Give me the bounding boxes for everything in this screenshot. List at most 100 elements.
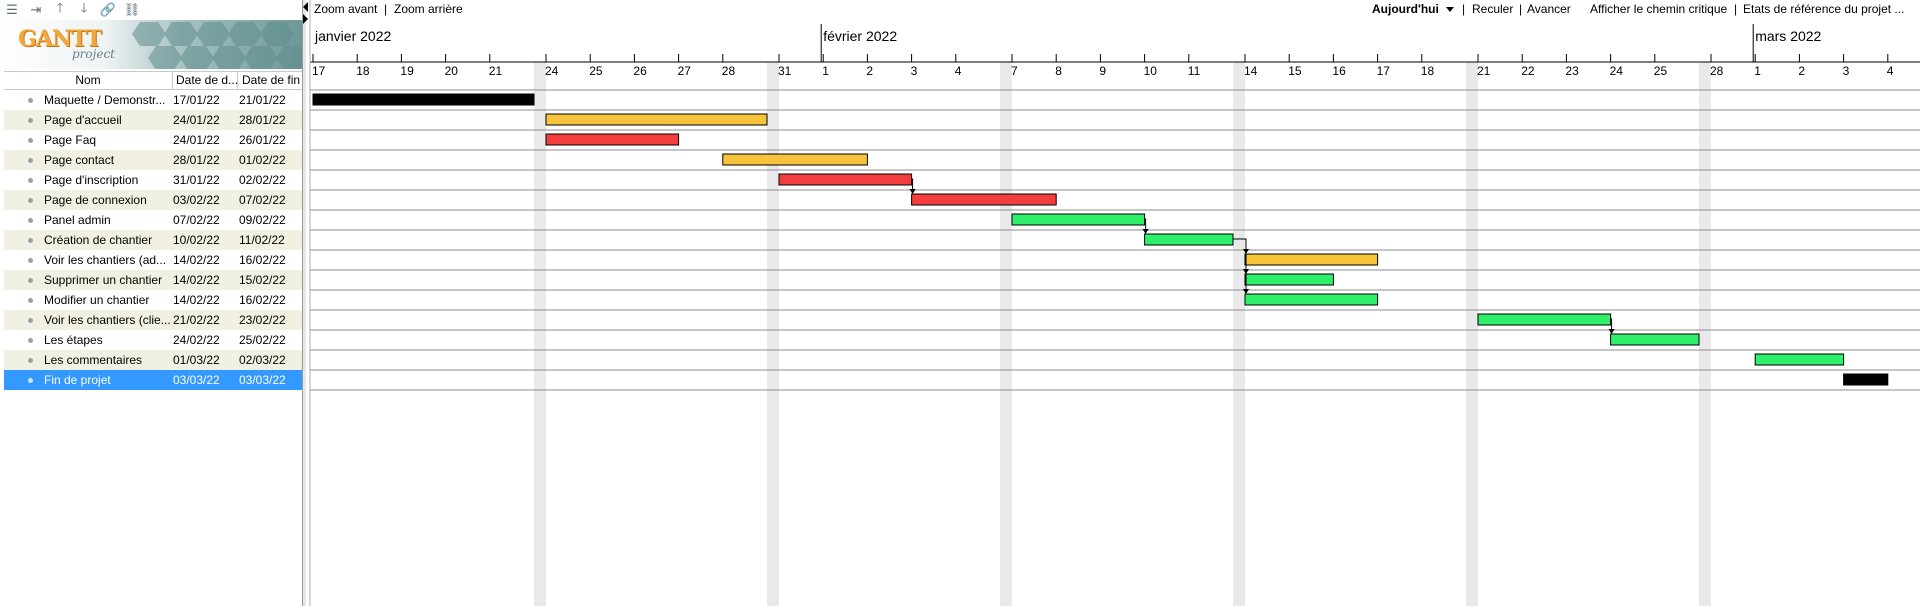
task-row[interactable]: Modifier un chantier 14/02/22 16/02/22 bbox=[4, 290, 302, 310]
task-end-date: 02/02/22 bbox=[239, 173, 286, 187]
task-bar[interactable] bbox=[911, 193, 1057, 206]
day-label: 22 bbox=[1521, 64, 1535, 78]
task-row[interactable]: Page d'inscription 31/01/22 02/02/22 bbox=[4, 170, 302, 190]
day-label: 3 bbox=[1843, 64, 1850, 78]
task-start-date: 14/02/22 bbox=[173, 253, 220, 267]
task-end-date: 09/02/22 bbox=[239, 213, 286, 227]
indent-icon[interactable]: ⇥ bbox=[30, 2, 42, 18]
today-button[interactable]: Aujourd'hui bbox=[1372, 2, 1439, 16]
month-label: janvier 2022 bbox=[314, 28, 391, 44]
task-end-date: 23/02/22 bbox=[239, 313, 286, 327]
task-bar[interactable] bbox=[545, 133, 680, 146]
task-bullet-icon bbox=[28, 257, 33, 263]
day-label: 4 bbox=[955, 64, 962, 78]
weekend-stripe bbox=[1699, 62, 1711, 606]
task-bullet-icon bbox=[28, 117, 33, 123]
ganttproject-logo: GANTT project bbox=[0, 20, 302, 69]
day-label: 28 bbox=[722, 64, 736, 78]
task-end-date: 26/01/22 bbox=[239, 133, 286, 147]
dependency-line bbox=[911, 178, 914, 192]
column-header-start[interactable]: Date de d... bbox=[173, 72, 238, 89]
task-bar[interactable] bbox=[1244, 253, 1379, 266]
weekend-stripe bbox=[534, 62, 546, 606]
task-end-date: 25/02/22 bbox=[239, 333, 286, 347]
task-start-date: 24/02/22 bbox=[173, 333, 220, 347]
task-start-date: 10/02/22 bbox=[173, 233, 220, 247]
toolbar-separator: | bbox=[384, 2, 388, 16]
day-label: 25 bbox=[589, 64, 603, 78]
task-start-date: 03/02/22 bbox=[173, 193, 220, 207]
task-bullet-icon bbox=[28, 277, 33, 283]
task-bar[interactable] bbox=[1477, 313, 1612, 326]
day-label: 23 bbox=[1565, 64, 1579, 78]
task-row[interactable]: Maquette / Demonstr... 17/01/22 21/01/22 bbox=[4, 90, 302, 110]
task-start-date: 14/02/22 bbox=[173, 293, 220, 307]
task-row[interactable]: Panel admin 07/02/22 09/02/22 bbox=[4, 210, 302, 230]
task-bar[interactable] bbox=[1843, 373, 1889, 386]
task-row[interactable]: Page Faq 24/01/22 26/01/22 bbox=[4, 130, 302, 150]
day-label: 10 bbox=[1144, 64, 1158, 78]
task-bar[interactable] bbox=[545, 113, 768, 126]
weekend-stripe bbox=[1000, 62, 1012, 606]
day-label: 18 bbox=[356, 64, 370, 78]
task-row[interactable]: Page contact 28/01/22 01/02/22 bbox=[4, 150, 302, 170]
expand-right-icon[interactable] bbox=[303, 14, 308, 24]
weekend-stripe bbox=[767, 62, 779, 606]
task-bar[interactable] bbox=[722, 153, 868, 166]
task-bullet-icon bbox=[28, 357, 33, 363]
column-header-name[interactable]: Nom bbox=[4, 72, 173, 89]
task-row[interactable]: Supprimer un chantier 14/02/22 15/02/22 bbox=[4, 270, 302, 290]
column-header-end[interactable]: Date de fin bbox=[242, 73, 301, 87]
link-icon[interactable]: 🔗 bbox=[99, 2, 117, 18]
task-bullet-icon bbox=[28, 317, 33, 323]
today-dropdown-icon[interactable] bbox=[1446, 7, 1454, 12]
task-bar[interactable] bbox=[778, 173, 913, 186]
move-up-icon[interactable]: 🡑 bbox=[56, 1, 64, 16]
day-label: 17 bbox=[312, 64, 326, 78]
task-row[interactable]: Les commentaires 01/03/22 02/03/22 bbox=[4, 350, 302, 370]
task-bar[interactable] bbox=[1610, 333, 1700, 346]
day-label: 2 bbox=[866, 64, 873, 78]
day-label: 24 bbox=[545, 64, 559, 78]
day-label: 1 bbox=[822, 64, 829, 78]
task-end-date: 21/01/22 bbox=[239, 93, 286, 107]
collapse-left-icon[interactable] bbox=[303, 2, 308, 12]
panel-splitter[interactable] bbox=[303, 0, 306, 606]
task-bullet-icon bbox=[28, 97, 33, 103]
task-bar[interactable] bbox=[1011, 213, 1146, 226]
task-panel: ☰ ⇥ 🡑 🡓 🔗 ⛓ GANTT project Nom Date bbox=[0, 0, 303, 606]
task-row[interactable]: Création de chantier 10/02/22 11/02/22 bbox=[4, 230, 302, 250]
task-bullet-icon bbox=[28, 177, 33, 183]
task-bar[interactable] bbox=[1244, 293, 1379, 306]
task-end-date: 03/03/22 bbox=[239, 373, 286, 387]
task-row[interactable]: Fin de projet 03/03/22 03/03/22 bbox=[4, 370, 302, 390]
dependency-line bbox=[1144, 218, 1147, 232]
task-row[interactable]: Page d'accueil 24/01/22 28/01/22 bbox=[4, 110, 302, 130]
day-label: 4 bbox=[1887, 64, 1894, 78]
task-bar[interactable] bbox=[1244, 273, 1334, 286]
task-row[interactable]: Les étapes 24/02/22 25/02/22 bbox=[4, 330, 302, 350]
zoom-in-button[interactable]: Zoom avant bbox=[314, 2, 378, 16]
task-row[interactable]: Page de connexion 03/02/22 07/02/22 bbox=[4, 190, 302, 210]
forward-button[interactable]: Avancer bbox=[1527, 2, 1571, 16]
unlink-icon[interactable]: ⛓ bbox=[123, 2, 141, 18]
move-down-icon[interactable]: 🡓 bbox=[80, 1, 88, 16]
baselines-button[interactable]: Etats de référence du projet ... bbox=[1743, 2, 1905, 16]
outdent-icon[interactable]: ☰ bbox=[6, 2, 18, 18]
weekend-stripe bbox=[1466, 62, 1478, 606]
logo-title: GANTT bbox=[18, 26, 102, 52]
task-toolbar: ☰ ⇥ 🡑 🡓 🔗 ⛓ bbox=[0, 0, 302, 20]
zoom-out-button[interactable]: Zoom arrière bbox=[394, 2, 463, 16]
day-label: 28 bbox=[1710, 64, 1724, 78]
task-start-date: 07/02/22 bbox=[173, 213, 220, 227]
back-button[interactable]: Reculer bbox=[1472, 2, 1514, 16]
task-bar[interactable] bbox=[312, 93, 535, 106]
day-label: 21 bbox=[489, 64, 503, 78]
task-bar[interactable] bbox=[1754, 353, 1845, 366]
task-row[interactable]: Voir les chantiers (clie... 21/02/22 23/02… bbox=[4, 310, 302, 330]
critical-path-button[interactable]: Afficher le chemin critique bbox=[1590, 2, 1728, 16]
day-label: 8 bbox=[1055, 64, 1062, 78]
task-row[interactable]: Voir les chantiers (ad... 14/02/22 16/02/2… bbox=[4, 250, 302, 270]
task-bar[interactable] bbox=[1144, 233, 1234, 246]
day-label: 26 bbox=[633, 64, 647, 78]
